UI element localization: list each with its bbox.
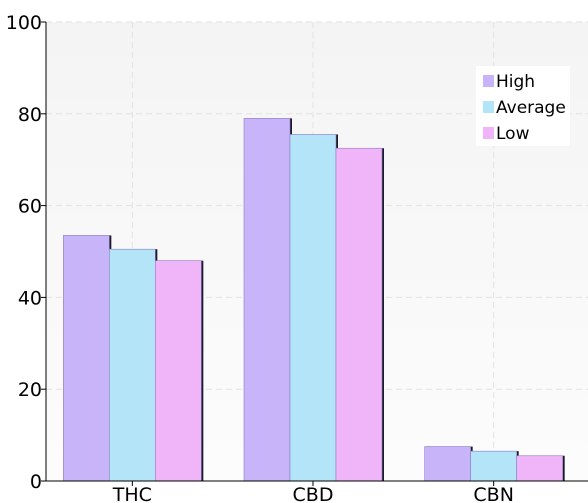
legend-label-high: High xyxy=(496,72,535,92)
legend-label-average: Average xyxy=(496,98,566,118)
axes xyxy=(45,22,588,482)
y-tick-label: 0 xyxy=(30,471,42,493)
bars xyxy=(63,118,565,482)
bar-average-cbd xyxy=(289,134,337,482)
bar-average-cbn xyxy=(470,450,517,482)
bar-low-thc xyxy=(155,260,202,482)
legend-swatch-average xyxy=(483,101,494,113)
y-tick-label: 80 xyxy=(18,104,42,126)
legend-swatch-low xyxy=(483,127,494,139)
x-tick-label: CBN xyxy=(473,484,514,503)
legend-label-low: Low xyxy=(496,124,530,144)
y-axis-ticks: 0 20 40 60 80 100 xyxy=(6,12,46,493)
x-axis-ticks: THC CBD CBN xyxy=(112,481,514,503)
legend-swatch-high xyxy=(483,75,494,87)
bar-average-thc xyxy=(109,248,156,482)
bar-high-cbd xyxy=(243,118,291,482)
y-tick-label: 20 xyxy=(18,379,42,401)
x-tick-label: THC xyxy=(112,484,152,503)
bar-low-cbn xyxy=(516,455,563,482)
bar-low-cbd xyxy=(335,147,383,482)
y-tick-label: 60 xyxy=(18,196,42,218)
bar-high-cbn xyxy=(424,446,471,482)
y-tick-label: 40 xyxy=(18,287,42,309)
legend: High Average Low xyxy=(476,66,570,146)
bar-high-thc xyxy=(63,235,110,482)
y-tick-label: 100 xyxy=(6,12,42,34)
x-tick-label: CBD xyxy=(293,484,334,503)
